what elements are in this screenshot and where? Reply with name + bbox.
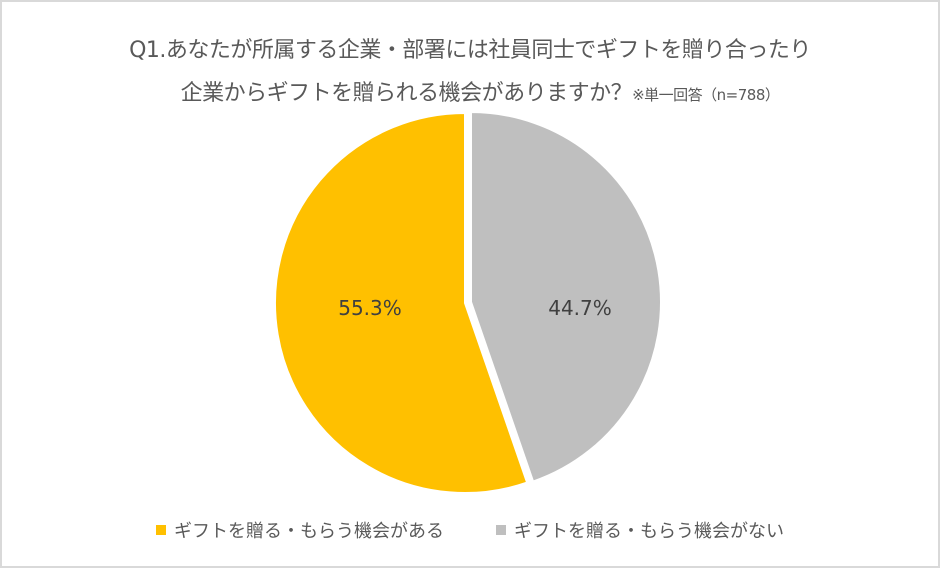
data-label-yes: 55.3% bbox=[338, 296, 402, 320]
legend-item-yes[interactable]: ギフトを贈る・もらう機会がある bbox=[156, 517, 444, 543]
chart-title-line2: 企業からギフトを贈られる機会がありますか？※単一回答（n=788） bbox=[12, 75, 940, 107]
chart-title-line1: Q1.あなたが所属する企業・部署には社員同士でギフトを贈り合ったり bbox=[129, 38, 811, 63]
legend-swatch-no bbox=[496, 525, 506, 535]
legend-item-no[interactable]: ギフトを贈る・もらう機会がない bbox=[496, 517, 784, 543]
pie-slice-yes[interactable] bbox=[274, 111, 529, 494]
legend-label-no: ギフトを贈る・もらう機会がない bbox=[514, 521, 784, 542]
legend: ギフトを贈る・もらう機会がある ギフトを贈る・もらう機会がない bbox=[2, 517, 938, 543]
data-label-no: 44.7% bbox=[548, 296, 612, 320]
chart-title-question: 企業からギフトを贈られる機会がありますか？ bbox=[180, 81, 633, 106]
chart-title-note: ※単一回答（n=788） bbox=[632, 86, 780, 104]
legend-label-yes: ギフトを贈る・もらう機会がある bbox=[174, 521, 444, 542]
pie-slice-no[interactable] bbox=[470, 110, 662, 483]
legend-swatch-yes bbox=[156, 525, 166, 535]
